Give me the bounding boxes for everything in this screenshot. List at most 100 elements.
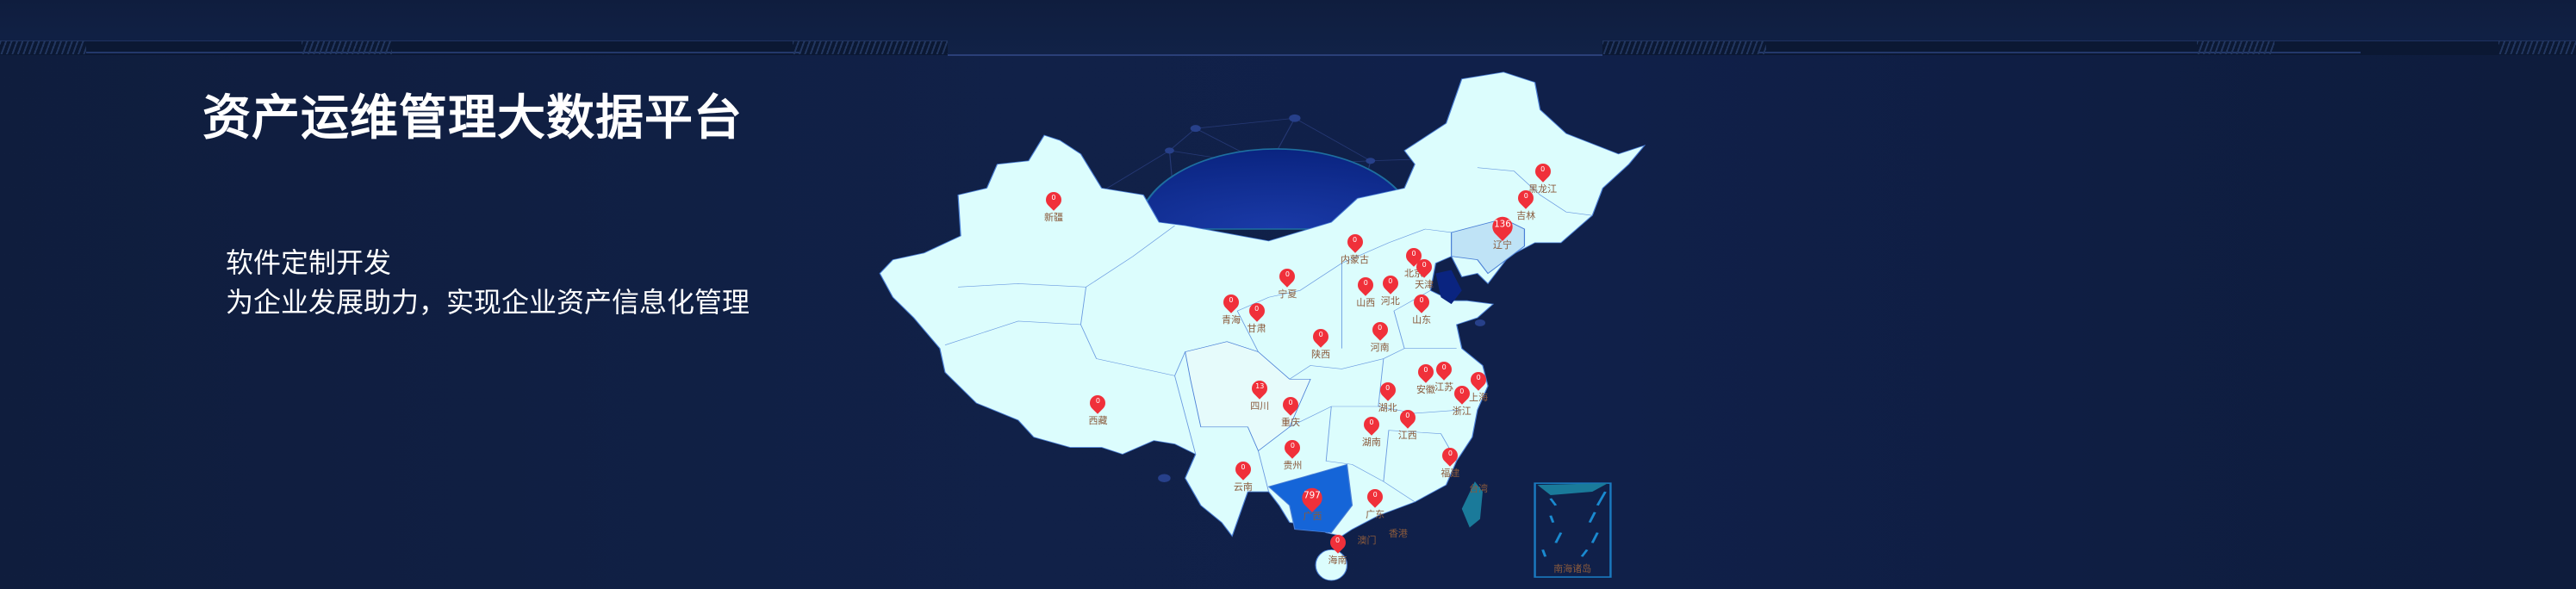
map-pin-icon[interactable]: 13 [1248, 377, 1271, 400]
page-title: 资产运维管理大数据平台 [202, 90, 743, 146]
taiwan-island [1461, 481, 1483, 528]
map-pin-icon[interactable]: 0 [1279, 394, 1302, 416]
province-label: 吉林 [1516, 210, 1536, 222]
province-label: 陕西 [1311, 348, 1331, 360]
map-pin-icon[interactable]: 0 [1354, 274, 1377, 297]
province-label: 海南 [1328, 554, 1347, 566]
map-pin-icon[interactable]: 0 [1433, 358, 1455, 381]
pin-value: 136 [1494, 219, 1511, 229]
header-right-bar [1602, 40, 2576, 55]
map-pin-icon[interactable]: 0 [1515, 187, 1537, 210]
province-label: 河北 [1380, 294, 1400, 307]
province-label: 广东 [1366, 508, 1385, 520]
map-pin-icon[interactable]: 0 [1220, 291, 1242, 313]
map-pin-icon[interactable]: 0 [1276, 264, 1299, 288]
province-label: 黑龙江 [1528, 183, 1558, 195]
pin-value: 0 [1290, 441, 1295, 450]
pin-value: 0 [1476, 374, 1481, 382]
header-hatch [302, 40, 392, 54]
pin-value: 0 [1369, 418, 1374, 426]
region-label: 香港 [1388, 527, 1408, 539]
map-pin-icon[interactable]: 0 [1531, 159, 1554, 183]
map-pin-icon[interactable]: 797 [1297, 483, 1328, 513]
header-hatch [1602, 40, 1766, 54]
china-map[interactable]: 0 新疆 0 西藏 0 青海 0 甘肃 0 宁夏 0 内蒙古 0 黑龙江 0 吉林 136 辽宁 0 北京 0 天津 0 河北… [862, 52, 1680, 586]
province-label: 浙江 [1452, 406, 1472, 418]
map-pin-icon[interactable]: 0 [1439, 443, 1462, 467]
province-label: 上海 [1469, 392, 1489, 404]
region-sichuan [1185, 341, 1311, 452]
pin-value: 0 [1540, 164, 1546, 173]
pin-value: 0 [1318, 330, 1323, 338]
province-label: 山西 [1356, 297, 1376, 309]
province-label: 天津 [1415, 278, 1434, 290]
header-hatch [0, 40, 86, 54]
pin-value: 0 [1363, 279, 1368, 288]
pin-value: 0 [1051, 193, 1056, 202]
bohai-sea [1435, 270, 1462, 305]
map-pin-icon[interactable]: 0 [1245, 300, 1268, 322]
map-pin-icon[interactable]: 0 [1360, 412, 1383, 436]
province-label: 江西 [1397, 429, 1417, 441]
pin-value: 13 [1255, 382, 1265, 391]
pin-value: 0 [1288, 399, 1293, 406]
map-pin-icon[interactable]: 136 [1488, 212, 1517, 242]
pin-value: 0 [1095, 397, 1100, 406]
pin-value: 0 [1388, 276, 1393, 285]
map-pin-icon[interactable]: 0 [1232, 458, 1254, 481]
province-label: 河南 [1370, 341, 1390, 353]
province-label: 湖南 [1361, 436, 1381, 448]
pin-value: 0 [1411, 249, 1416, 257]
province-label: 西藏 [1088, 415, 1108, 427]
header-left-bar [0, 40, 948, 55]
map-pin-icon[interactable]: 0 [1343, 231, 1366, 253]
pin-value: 0 [1352, 236, 1358, 245]
pin-value: 0 [1285, 270, 1290, 278]
pin-value: 0 [1419, 296, 1424, 305]
province-label: 云南 [1233, 481, 1253, 493]
map-pin-icon[interactable]: 0 [1451, 382, 1473, 406]
province-label: 安徽 [1416, 383, 1435, 395]
map-pin-icon[interactable]: 0 [1368, 319, 1391, 341]
map-pin-icon[interactable]: 0 [1379, 271, 1402, 294]
pin-value: 0 [1372, 490, 1378, 499]
map-pin-icon[interactable]: 0 [1042, 188, 1065, 211]
map-pin-icon[interactable]: 0 [1467, 369, 1490, 392]
map-pin-icon[interactable]: 0 [1364, 486, 1386, 508]
province-label: 内蒙古 [1341, 254, 1370, 266]
map-pin-icon[interactable]: 0 [1086, 392, 1110, 414]
pin-value: 0 [1447, 449, 1453, 457]
map-pin-icon[interactable]: 0 [1415, 360, 1437, 383]
pin-value: 0 [1423, 365, 1428, 374]
province-label: 青海 [1221, 314, 1241, 326]
inset-label: 南海诸岛 [1553, 563, 1592, 575]
pin-value: 0 [1405, 411, 1410, 419]
map-pin-icon[interactable]: 0 [1376, 379, 1399, 401]
map-shapes [879, 71, 1646, 581]
region-label: 澳门 [1357, 534, 1377, 546]
map-pin-icon[interactable]: 0 [1326, 530, 1349, 554]
pin-value: 0 [1335, 536, 1341, 544]
header-center [948, 40, 1602, 56]
pin-value: 0 [1459, 388, 1465, 396]
map-pin-icon[interactable]: 0 [1397, 406, 1419, 429]
map-pin-icon[interactable]: 0 [1410, 291, 1433, 313]
pin-value: 0 [1385, 383, 1391, 392]
map-pin-icon[interactable]: 0 [1281, 437, 1304, 459]
province-label: 四川 [1250, 400, 1270, 412]
china-outline [879, 71, 1646, 537]
pin-value: 797 [1304, 490, 1322, 500]
pin-value: 0 [1523, 192, 1528, 201]
header-hatch [793, 40, 948, 54]
province-label: 甘肃 [1247, 323, 1266, 335]
map-pin-icon[interactable]: 0 [1413, 255, 1435, 278]
province-label: 广西 [1303, 510, 1322, 522]
region-label: 台湾 [1469, 483, 1489, 495]
subtitle-line-1: 软件定制开发 [226, 246, 392, 279]
subtitle-line-2: 为企业发展助力，实现企业资产信息化管理 [226, 286, 750, 319]
header-hatch [2197, 40, 2274, 54]
province-label: 新疆 [1043, 211, 1063, 223]
map-pin-icon[interactable]: 0 [1403, 245, 1425, 267]
map-pin-icon[interactable]: 0 [1310, 326, 1332, 348]
header-hatch [2498, 40, 2576, 54]
